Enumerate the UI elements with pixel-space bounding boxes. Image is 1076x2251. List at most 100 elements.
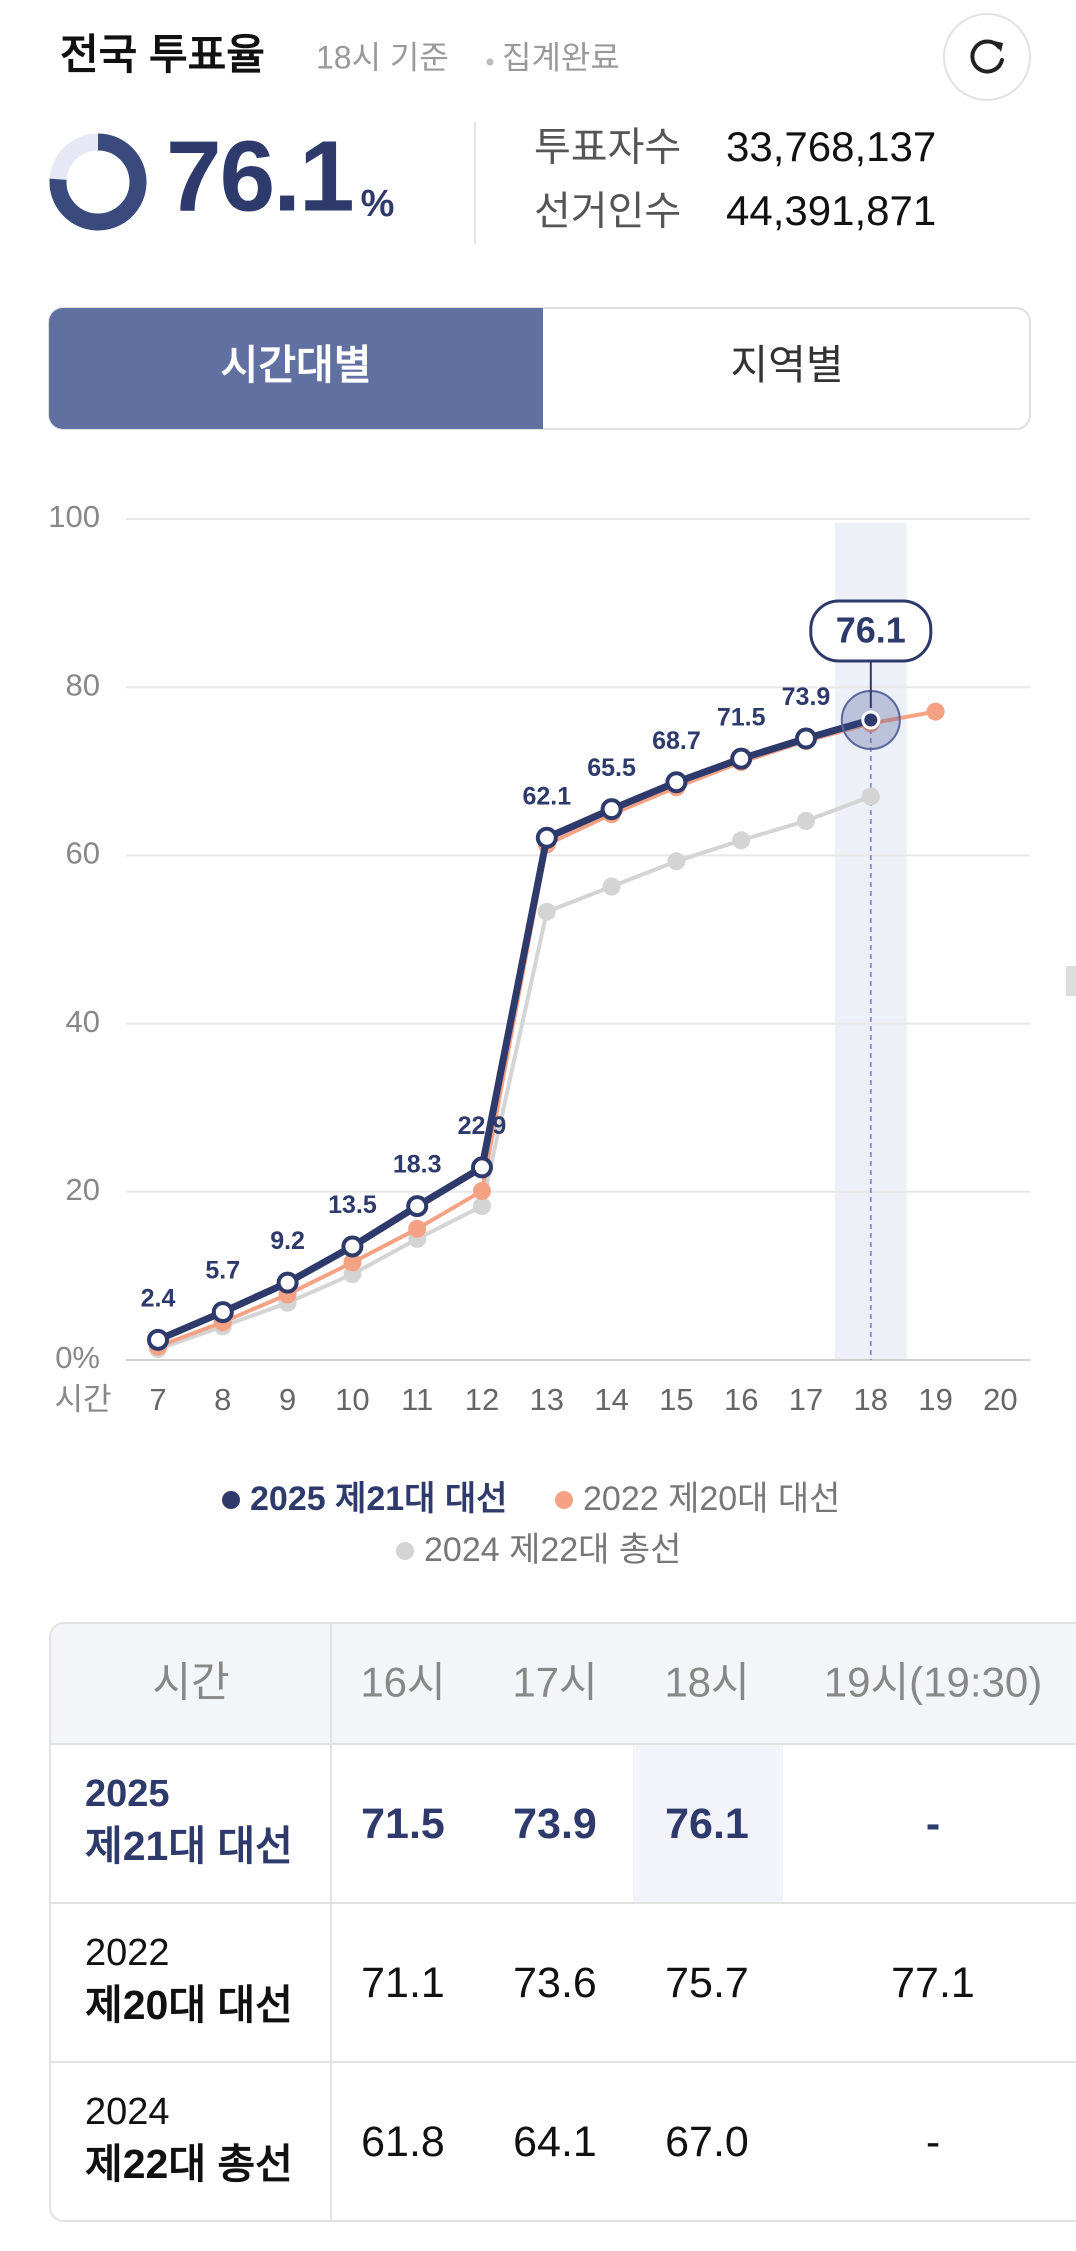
highlight-cell: [633, 1744, 783, 1903]
point: [730, 747, 753, 770]
table-header-bg: [51, 1624, 1076, 1744]
table-header: 17시: [512, 1659, 597, 1706]
separator-dot: [486, 58, 494, 66]
x-tick-label: 19: [918, 1382, 952, 1417]
table-cell: 67.0: [665, 2118, 749, 2166]
data-label: 5.7: [205, 1257, 240, 1285]
x-tick-label: 9: [279, 1382, 296, 1417]
x-tick-label: 14: [594, 1382, 628, 1417]
data-label: 13.5: [328, 1191, 377, 1219]
table-cell: 75.7: [665, 1959, 749, 2007]
point: [797, 811, 815, 830]
point: [406, 1195, 429, 1218]
legend-label: 2025 제21대 대선: [250, 1480, 507, 1518]
row-year: 2022: [85, 1932, 170, 1974]
table-cell: 71.5: [361, 1800, 445, 1848]
table-frame: [49, 1622, 1076, 2222]
title: 전국 투표율: [60, 31, 265, 78]
tab[interactable]: 지역별: [730, 342, 843, 388]
y-tick-label: 80: [66, 667, 100, 702]
turnout-unit: %: [361, 183, 395, 225]
data-label: 9.2: [270, 1227, 305, 1255]
x-tick-label: 16: [724, 1382, 758, 1417]
legend-marker: [555, 1491, 573, 1509]
callout-label: 76.1: [836, 610, 906, 651]
table-cell: 76.1: [665, 1800, 749, 1848]
row-year: 2024: [85, 2091, 170, 2133]
point: [473, 1181, 491, 1200]
table-cell: 61.8: [361, 2118, 445, 2166]
point: [341, 1235, 364, 1258]
x-tick-label: 8: [214, 1382, 231, 1417]
refresh-button[interactable]: [943, 13, 1031, 101]
y-tick-label: 0%: [55, 1340, 100, 1375]
y-tick-label: 60: [66, 836, 100, 871]
data-label: 73.9: [782, 683, 831, 711]
point: [471, 1156, 493, 1179]
data-label: 18.3: [393, 1151, 442, 1179]
point: [211, 1301, 234, 1324]
status: 집계완료: [502, 39, 620, 75]
point: [537, 902, 556, 921]
electors: 44,391,871: [726, 187, 936, 234]
series-line: [156, 716, 872, 1344]
table-header: 18시: [664, 1659, 749, 1706]
data-label: 62.1: [522, 782, 571, 810]
x-tick-label: 12: [465, 1382, 499, 1417]
y-tick-label: 100: [48, 499, 100, 534]
legend-marker: [222, 1491, 240, 1509]
point: [665, 771, 688, 794]
x-tick-label: 13: [530, 1382, 564, 1417]
table-cell: 71.1: [361, 1959, 445, 2007]
refresh-circle[interactable]: [943, 13, 1031, 101]
x-axis-label: 시간: [54, 1382, 111, 1417]
point: [861, 710, 881, 730]
x-tick-label: 20: [983, 1382, 1017, 1417]
point: [473, 1197, 491, 1216]
table-header: 시간: [152, 1659, 229, 1706]
legend-label: 2022 제20대 대선: [583, 1480, 840, 1518]
point: [667, 852, 686, 871]
point: [602, 877, 621, 896]
refresh-arrow[interactable]: [994, 41, 1003, 52]
table-cell: -: [926, 1800, 940, 1848]
side-handle: [1066, 966, 1076, 996]
table-cell: 77.1: [891, 1959, 975, 2007]
refresh-icon[interactable]: [970, 39, 1004, 74]
turnout: 76.1: [166, 120, 353, 232]
data-label: 2.4: [141, 1284, 176, 1312]
legend-marker: [396, 1542, 414, 1560]
point: [861, 787, 880, 806]
point: [795, 727, 817, 750]
data-label: 65.5: [587, 754, 636, 782]
voters-label: 투표자수: [534, 126, 681, 170]
x-tick-label: 18: [854, 1382, 888, 1417]
legend-label: 2024 제22대 총선: [424, 1531, 681, 1569]
voters: 33,768,137: [726, 123, 936, 170]
point: [343, 1253, 362, 1272]
table-cell: 73.9: [513, 1800, 597, 1848]
table-cell: -: [926, 2118, 940, 2166]
table-header: 19시(19:30): [824, 1659, 1042, 1706]
row-name: 제20대 대선: [85, 1982, 293, 2028]
y-tick-label: 40: [66, 1004, 100, 1039]
point: [600, 798, 623, 821]
basis: 18시 기준: [316, 39, 449, 75]
table-header: 16시: [360, 1659, 445, 1706]
row-year: 2025: [85, 1773, 170, 1815]
row-name: 제21대 대선: [85, 1823, 293, 1869]
x-tick-label: 7: [149, 1382, 166, 1417]
tab-active[interactable]: [49, 308, 543, 429]
point: [926, 702, 945, 721]
point: [535, 826, 558, 849]
series-line: [157, 794, 872, 1351]
table-cell: 64.1: [513, 2118, 597, 2166]
table-cell: 73.6: [513, 1959, 597, 2007]
tab[interactable]: 시간대별: [221, 342, 372, 388]
point: [147, 1328, 169, 1351]
data-label: 68.7: [652, 727, 701, 755]
x-tick-label: 10: [335, 1382, 369, 1417]
point: [732, 831, 751, 850]
